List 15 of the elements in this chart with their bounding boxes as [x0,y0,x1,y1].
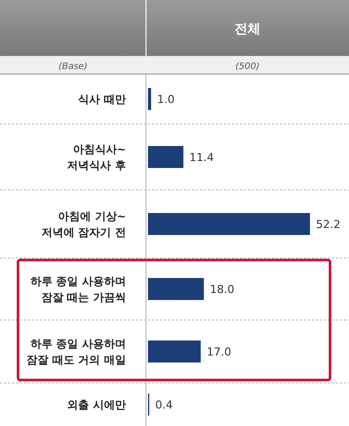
data-label: 1.0 [157,93,175,106]
y-tick-label: 외출 시에만 [67,398,126,412]
y-tick-label: 식사 때만 [78,93,126,106]
y-tick-label: 하루 종일 사용하며 잠잘 때는 가끔씩 [30,275,126,304]
data-label: 18.0 [210,283,234,296]
text: (Base) [58,62,88,72]
chart-title: 전체 [234,22,260,37]
y-tick-label: 하루 종일 사용하며 잠잘 때도 거의 매일 [26,338,126,366]
y-tick-label: 아침식사~ 저녁식사 후 [67,143,126,172]
data-label: 11.4 [189,151,214,164]
data-label: 17.0 [206,346,232,358]
y-tick-label: 아침에 기상~ 저녁에 잠자기 전 [41,210,126,239]
text: (500) [235,62,260,72]
data-label: 52.2 [316,218,340,231]
data-label: 0.4 [155,398,173,412]
